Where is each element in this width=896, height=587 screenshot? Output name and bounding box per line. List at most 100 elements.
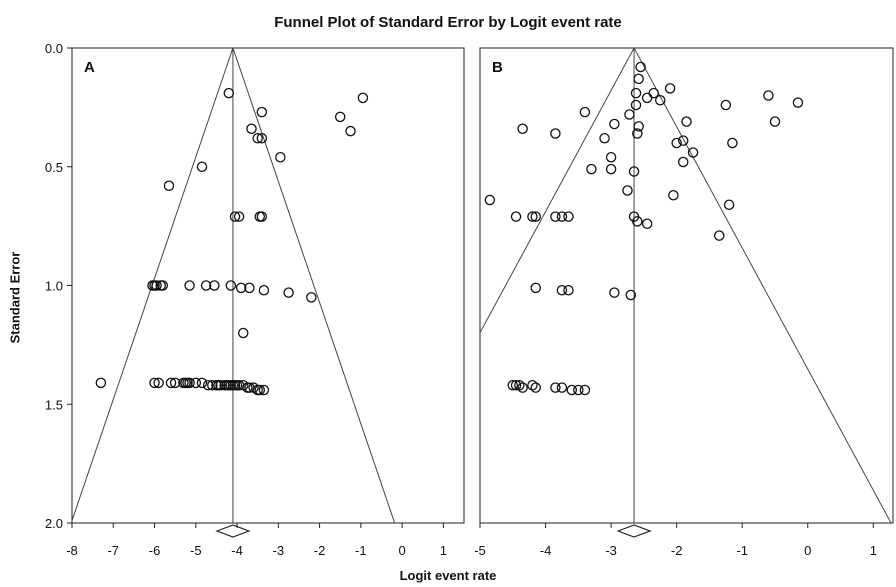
panel-a-study-point [237,327,249,339]
panel-b-study-point [720,99,732,111]
panel-a-study-point [196,161,208,172]
panel-b-study-point [484,194,496,206]
panel-a-study-point [254,211,265,222]
panel-a-study-point [306,292,317,303]
panel-b-study-point [609,287,620,298]
panel-a-study-point [256,132,268,144]
panel-b-study-point [763,90,774,101]
y-tick-label: 0.5 [45,160,63,175]
panel-b-x-tick-label: -4 [540,543,552,558]
panel-b-x-tick-label: 0 [804,543,811,558]
panel-a-x-tick-label: 0 [398,543,405,558]
panel-b-study-point [517,123,528,135]
panel-b-study-point [527,379,538,391]
panel-a-study-point [215,379,226,391]
panel-a-study-point [334,111,346,123]
panel-a-study-point [184,377,195,389]
panel-a-study-point [163,180,175,191]
panel-b-frame [479,47,894,524]
panel-b-study-point [530,382,541,393]
panel-a-study-point [200,280,212,291]
panel-b-x-tick-label: -5 [474,543,486,558]
panel-b-study-point [714,230,725,241]
panel-a-study-point [256,211,268,222]
panel-b-study-point [517,382,528,393]
panel-a-study-point [207,379,218,391]
panel-a-study-point [151,280,162,291]
panel-a-study-point [246,123,257,135]
panel-a-study-point [345,125,356,137]
panel-a-study-point [165,377,177,389]
panel-b-study-point [510,379,522,391]
panel-b-study-point [632,216,643,227]
panel-a-frame [71,47,465,524]
y-tick-label: 1.5 [45,397,63,412]
panel-a-x-tick-label: -7 [107,543,119,558]
panel-b-study-point [579,384,591,396]
panel-a-study-point [258,384,270,396]
panel-a-study-point [275,151,286,163]
y-tick-label: 0.0 [45,41,63,56]
panel-b-study-point [723,199,735,210]
panel-b-study-point [507,379,519,391]
panel-b-funnel-right-line [633,48,892,523]
panel-a-study-point [229,211,241,222]
panel-b-study-point [633,121,644,132]
panel-b-study-point [671,137,682,149]
panel-b-study-point [641,92,653,104]
panel-b-x-tick-label: -1 [736,543,748,558]
panel-a-study-point [153,377,164,389]
panel-b-study-point [727,137,738,149]
panel-b-study-point [550,211,561,222]
panel-b-study-point [635,61,646,73]
panel-a-study-point [256,106,268,118]
panel-b-study-point [527,211,538,222]
panel-a-label: A [84,59,95,76]
x-axis-label: Logit event rate [399,568,497,583]
y-tick-label: 2.0 [45,516,63,531]
panel-b-study-point [632,128,643,139]
panel-b-study-point [622,185,633,196]
panel-b-x-tick-label: -2 [671,543,683,558]
panel-b-study-point [641,218,653,229]
panel-b-study-point [655,95,666,106]
panel-b-study-point [510,211,522,222]
panel-a-study-point [223,87,235,99]
panel-b-study-point [586,163,597,175]
panel-a-study-point [244,282,255,294]
panel-b-study-point [599,132,610,144]
panel-a-study-point [169,377,181,389]
panel-b-study-point [633,73,644,85]
panel-a-study-point [196,377,208,389]
panel-b-study-point [609,118,620,130]
panel-a-x-tick-label: -2 [314,543,326,558]
panel-a-study-point [149,377,160,389]
panel-b-study-point [550,382,561,393]
panel-b-study-point [769,116,781,127]
panel-a-study-point [95,377,107,389]
panel-b-study-point [677,135,689,146]
panel-b-study-point [605,151,617,163]
panel-b-study-point [687,147,699,158]
panel-b-x-tick-label: 1 [870,543,877,558]
panel-a-study-point [233,211,245,222]
panel-b-study-point [550,128,561,139]
panel-a-funnel-right-line [232,48,396,523]
panel-b-study-point [677,156,689,168]
panel-b-study-point [668,189,679,201]
panel-b-study-point [530,282,541,294]
panel-b-study-point [579,106,591,118]
panel-b-study-point [624,109,635,120]
panel-b-study-point [605,163,617,175]
panel-b-study-point [530,211,541,222]
panel-b-study-point [630,99,642,111]
panel-a-study-point [184,280,195,291]
panel-b-study-point [625,289,637,301]
panel-a-x-tick-label: -3 [273,543,285,558]
panel-b-study-point [630,87,642,99]
panel-b-study-point [556,382,568,393]
panel-a-x-tick-label: -8 [66,543,78,558]
panel-b-pooled-diamond [616,524,652,538]
panel-a-x-tick-label: -1 [355,543,367,558]
panel-b-x-tick-label: -3 [605,543,617,558]
